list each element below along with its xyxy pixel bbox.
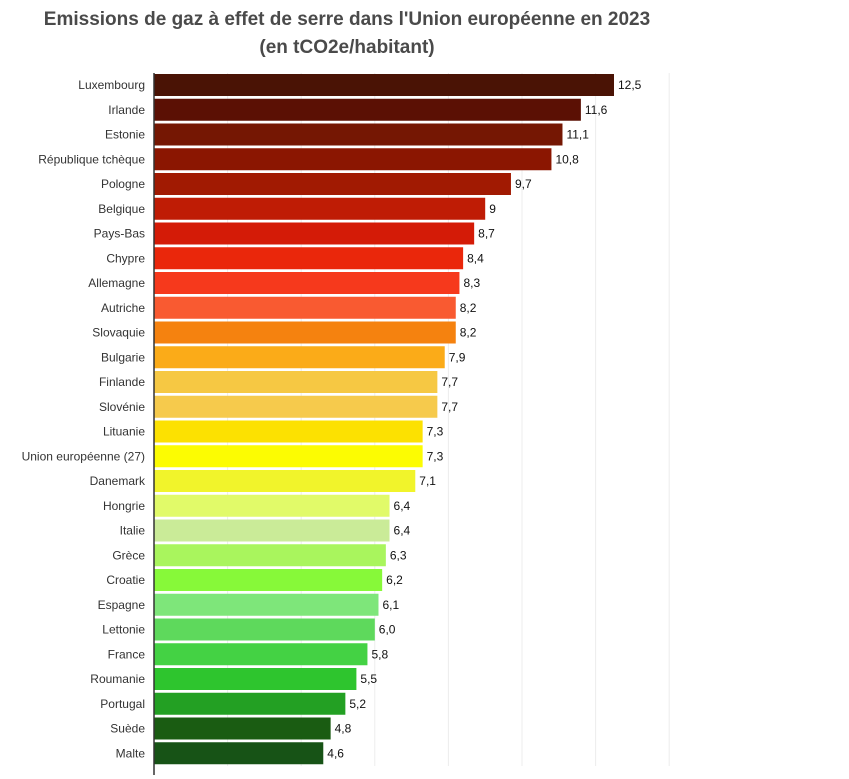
category-label: Autriche [101, 301, 145, 315]
category-label: Hongrie [103, 499, 145, 513]
bar [154, 519, 390, 542]
value-label: 7,1 [419, 474, 436, 488]
value-label: 11,6 [585, 103, 608, 117]
category-label: Lituanie [103, 425, 145, 439]
category-label: Slovénie [99, 400, 145, 414]
value-label: 11,1 [566, 128, 589, 142]
bar [154, 321, 456, 344]
bar [154, 247, 464, 270]
value-label: 7,3 [427, 425, 444, 439]
bar [154, 593, 379, 616]
bar [154, 222, 475, 245]
value-label: 4,8 [335, 722, 352, 736]
bar [154, 420, 423, 443]
bar [154, 197, 486, 220]
category-label: Slovaquie [92, 326, 145, 340]
category-label: Union européenne (27) [22, 449, 145, 463]
bar [154, 371, 438, 393]
category-label: Malte [116, 746, 146, 760]
category-label: Lettonie [102, 623, 145, 637]
bar [154, 494, 390, 517]
bar [154, 445, 423, 468]
chart-title: Emissions de gaz à effet de serre dans l… [0, 6, 694, 62]
bar [154, 148, 552, 171]
bar [154, 618, 375, 641]
category-label: Pologne [101, 177, 145, 191]
value-labels: 12,5 11,6 11,1 10,8 9,7 9 8,7 8,4 8,3 8,2 8,2 7,9 7,… [327, 78, 641, 760]
bar [154, 717, 331, 740]
value-label: 5,8 [371, 647, 388, 661]
value-label: 7,7 [441, 400, 458, 414]
category-label: Portugal [100, 697, 145, 711]
value-label: 7,3 [427, 449, 444, 463]
value-label: 10,8 [555, 152, 579, 166]
value-label: 7,9 [449, 350, 466, 364]
bar [154, 346, 445, 369]
value-label: 5,2 [349, 697, 366, 711]
category-label: Suède [110, 722, 145, 736]
value-label: 9,7 [515, 177, 532, 191]
bar [154, 395, 438, 418]
bar [154, 173, 511, 195]
category-label: Bulgarie [101, 350, 145, 364]
value-label: 8,4 [467, 251, 484, 265]
category-label: Danemark [90, 474, 146, 488]
value-label: 8,7 [478, 227, 495, 241]
value-label: 6,4 [394, 499, 411, 513]
category-label: Estonie [105, 128, 145, 142]
category-label: Espagne [98, 598, 146, 612]
category-labels: Luxembourg Irlande Estonie République tchèq… [22, 78, 146, 760]
category-label: Finlande [99, 375, 145, 389]
category-label: Grèce [112, 548, 145, 562]
category-label: Italie [120, 524, 146, 538]
value-label: 8,2 [460, 326, 477, 340]
category-label: Irlande [108, 103, 145, 117]
bar [154, 544, 386, 567]
value-label: 8,3 [463, 276, 480, 290]
category-label: France [108, 647, 146, 661]
value-label: 6,1 [382, 598, 399, 612]
bar [154, 272, 460, 294]
value-label: 7,7 [441, 375, 458, 389]
category-label: Pays-Bas [94, 227, 145, 241]
bar [154, 668, 357, 690]
value-label: 8,2 [460, 301, 477, 315]
bar [154, 296, 456, 319]
category-label: Allemagne [88, 276, 145, 290]
category-label: Luxembourg [78, 78, 145, 92]
chart-subtitle: (en tCO2e/habitant) [259, 37, 435, 58]
value-label: 9 [489, 202, 496, 216]
bar [154, 742, 324, 765]
bar [154, 569, 383, 591]
category-label: Chypre [106, 251, 145, 265]
category-label: Belgique [98, 202, 145, 216]
bar [154, 74, 614, 96]
value-label: 6,0 [379, 623, 396, 637]
category-label: République tchèque [38, 152, 145, 166]
value-label: 12,5 [618, 78, 642, 92]
value-label: 6,4 [394, 524, 411, 538]
value-label: 6,3 [390, 548, 407, 562]
value-label: 5,5 [360, 672, 377, 686]
category-label: Croatie [106, 573, 145, 587]
chart-title-main: Emissions de gaz à effet de serre dans l… [43, 9, 651, 30]
category-label: Roumanie [90, 672, 145, 686]
bar [154, 98, 581, 121]
bar [154, 470, 416, 492]
bar [154, 692, 346, 715]
bar [154, 643, 368, 666]
bar [154, 123, 563, 146]
value-label: 4,6 [327, 746, 344, 760]
bars-group [154, 74, 614, 765]
value-label: 6,2 [386, 573, 403, 587]
